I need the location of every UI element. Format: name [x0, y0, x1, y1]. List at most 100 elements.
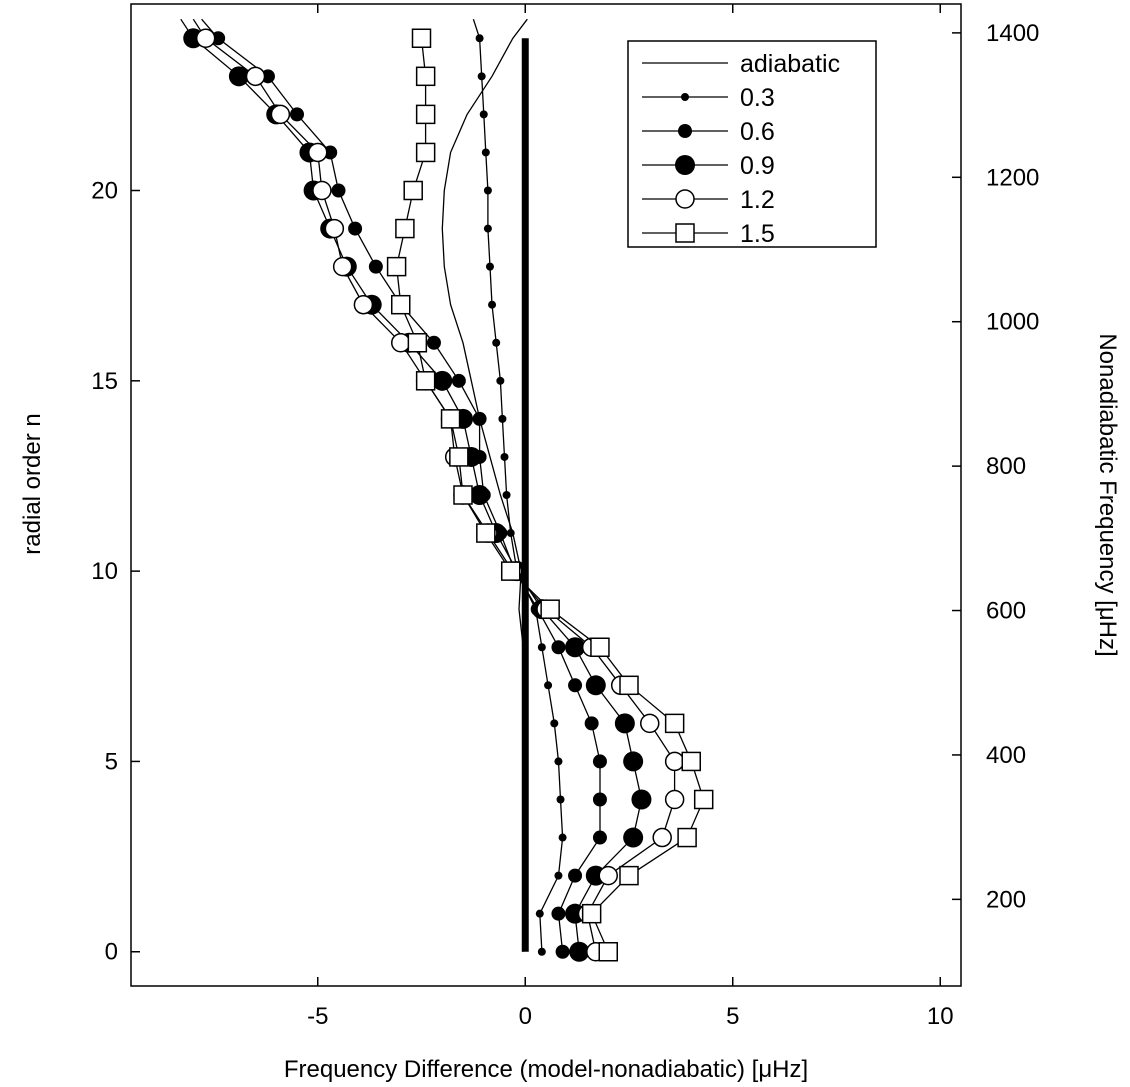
y-axis-title: radial order n [19, 413, 46, 554]
data-point [565, 637, 586, 658]
data-point [228, 66, 249, 87]
legend-label: 1.5 [740, 220, 775, 248]
data-point [652, 827, 672, 848]
data-point [451, 373, 466, 388]
data-point [598, 865, 618, 886]
series-layer [180, 18, 714, 962]
data-point [664, 751, 685, 772]
data-point [554, 757, 563, 766]
data-point [592, 792, 607, 807]
series-line [441, 18, 528, 952]
data-point [614, 713, 635, 734]
y2-tick-label: 800 [986, 453, 1026, 480]
data-point [391, 333, 411, 353]
y-tick-label: 15 [91, 368, 118, 395]
data-point [500, 561, 521, 581]
series-n2 [201, 18, 607, 959]
y-tick-label: 10 [91, 558, 118, 585]
data-point [386, 256, 407, 277]
data-point [245, 66, 266, 87]
data-point [551, 906, 566, 921]
data-point [569, 941, 590, 962]
data-point [415, 142, 436, 163]
data-point [619, 675, 639, 696]
data-point [426, 335, 441, 350]
data-point [475, 34, 484, 43]
data-point [485, 262, 494, 271]
legend-box [627, 40, 877, 248]
data-point [537, 643, 546, 652]
data-point [483, 224, 492, 233]
data-point [540, 599, 560, 619]
x-tick-label: 10 [927, 1003, 954, 1030]
data-point [544, 681, 553, 690]
data-point [476, 523, 496, 543]
legend: adiabatic 0.3 0.6 0.9 1.2 1.5 [627, 40, 877, 248]
data-point [472, 411, 487, 426]
legend-marker [675, 189, 695, 209]
data-point [568, 678, 583, 693]
data-point [677, 827, 697, 848]
y2-axis-title: Nonadiabatic Frequency [μHz] [1094, 333, 1121, 656]
data-point [498, 414, 507, 423]
data-point [496, 376, 505, 385]
data-point [590, 637, 610, 657]
data-point [598, 941, 618, 962]
data-point [693, 789, 714, 810]
data-point [619, 865, 639, 886]
data-point [453, 485, 473, 505]
data-point [290, 107, 304, 122]
data-point [469, 485, 490, 505]
series-line [201, 18, 601, 952]
y-tick-label: 0 [105, 939, 118, 966]
data-point [558, 833, 567, 842]
data-point [308, 142, 328, 163]
legend-marker [678, 124, 692, 138]
y2-tick-label: 1000 [986, 309, 1039, 336]
data-point [537, 947, 546, 956]
legend-label: 1.2 [740, 186, 775, 214]
data-point [353, 294, 374, 315]
data-point [554, 871, 563, 880]
data-point [407, 333, 428, 353]
data-point [556, 795, 565, 804]
tick-marks [131, 4, 961, 986]
data-point [592, 830, 607, 845]
legend-label: 0.3 [740, 84, 775, 112]
data-point [592, 754, 607, 769]
data-point [331, 183, 346, 198]
data-point [623, 827, 644, 848]
data-point [506, 529, 515, 538]
y2-tick-label: 200 [986, 886, 1026, 913]
data-point [585, 675, 606, 696]
data-point [664, 789, 685, 810]
data-point [664, 713, 685, 734]
data-point [483, 186, 492, 195]
data-point [312, 180, 332, 201]
legend-marker [681, 93, 689, 101]
series-n4 [192, 18, 685, 962]
data-point [391, 294, 411, 315]
legend-marker [675, 223, 695, 243]
x-axis-title: Frequency Difference (model-nonadiabatic… [284, 1056, 808, 1083]
data-point [324, 218, 345, 239]
legend-label: adiabatic [740, 50, 840, 78]
data-point [415, 104, 436, 125]
data-point [332, 256, 353, 277]
data-point [440, 409, 461, 429]
data-point [395, 218, 415, 239]
legend-marker [675, 155, 695, 175]
data-point [368, 259, 383, 274]
data-point [681, 751, 701, 772]
series-line [472, 18, 564, 952]
y2-tick-label: 400 [986, 742, 1026, 769]
data-point [555, 944, 570, 959]
data-point [477, 72, 486, 81]
data-point [403, 180, 423, 201]
x-tick-label: 5 [726, 1003, 739, 1030]
legend-label: 0.9 [740, 152, 775, 180]
series-line [180, 18, 643, 952]
data-point [195, 28, 216, 49]
data-point [631, 789, 652, 810]
